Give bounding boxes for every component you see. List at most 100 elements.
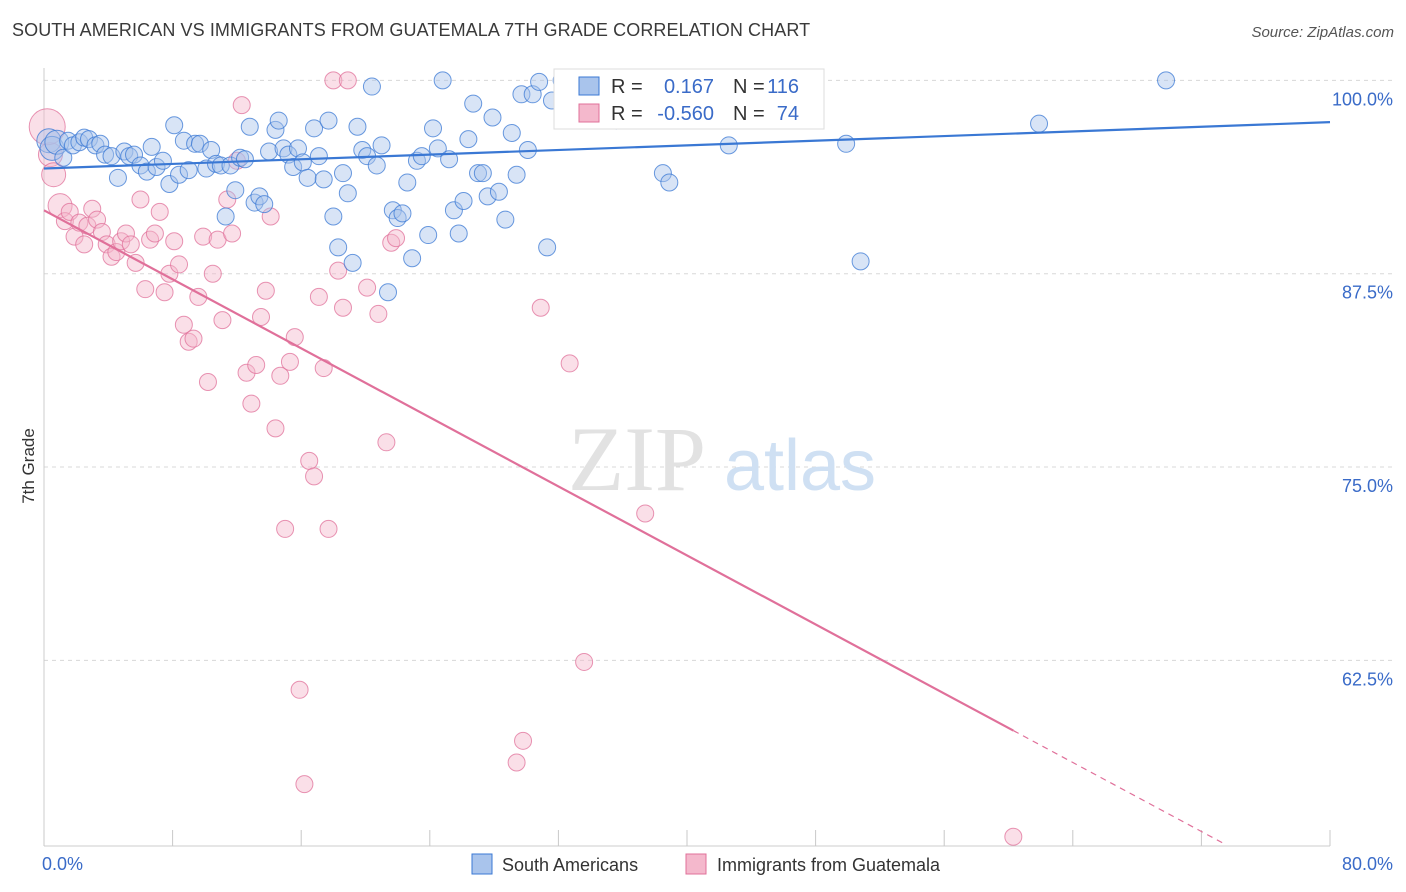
stats-pink-r-label: R = [611, 103, 643, 125]
south-americans-point [54, 148, 73, 167]
guatemala-point [145, 224, 164, 243]
south-americans-point [179, 161, 198, 180]
guatemala-point [184, 329, 203, 348]
guatemala-point [198, 372, 217, 391]
guatemala-point [271, 366, 290, 385]
south-americans-point [269, 111, 288, 130]
guatemala-point [213, 311, 232, 330]
guatemala-point [247, 355, 266, 374]
guatemala-point [329, 261, 348, 280]
south-americans-point [235, 150, 254, 169]
south-americans-point [288, 139, 307, 158]
south-americans-point [255, 195, 274, 214]
guatemala-point [141, 230, 160, 249]
y-tick-label: 87.5% [1342, 283, 1393, 303]
south-americans-point [489, 182, 508, 201]
guatemala-point [203, 264, 222, 283]
stats-blue-r-label: R = [611, 76, 643, 98]
guatemala-point [575, 652, 594, 671]
south-americans-point [142, 137, 161, 156]
south-americans-point [108, 168, 127, 187]
south-americans-point [245, 193, 264, 212]
south-americans-point [851, 252, 870, 271]
guatemala-point [232, 96, 251, 115]
guatemala-point [65, 227, 84, 246]
south-americans-point [44, 129, 70, 155]
x-tick-label: 80.0% [1342, 854, 1393, 874]
south-americans-point [473, 164, 492, 183]
stats-pink-n-label: N = [733, 103, 765, 125]
south-americans-point [298, 168, 317, 187]
guatemala-point [507, 753, 526, 772]
guatemala-point [377, 433, 396, 452]
guatemala-point [237, 363, 256, 382]
south-americans-point [367, 156, 386, 175]
south-americans-point [393, 204, 412, 223]
guatemala-point [387, 229, 406, 248]
south-americans-point [216, 207, 235, 226]
south-americans-point [1157, 71, 1176, 90]
south-americans-point [419, 226, 438, 245]
south-americans-point [333, 164, 352, 183]
guatemala-point [174, 315, 193, 334]
south-americans-point [160, 175, 179, 194]
south-americans-point [309, 147, 328, 166]
legend-guatemala-label: Immigrants from Guatemala [717, 855, 941, 875]
south-americans-point [454, 192, 473, 211]
stats-pink-r-value: -0.560 [657, 103, 714, 125]
guatemala-point [295, 775, 314, 794]
guatemala-point [136, 280, 155, 299]
south-americans-point [274, 139, 293, 158]
south-americans-point [266, 120, 285, 139]
guatemala-point [83, 199, 102, 218]
guatemala-point [121, 235, 140, 254]
south-americans-point [837, 134, 856, 153]
south-americans-point [314, 170, 333, 189]
stats-pink-swatch [578, 103, 600, 123]
chart-source: Source: ZipAtlas.com [1251, 24, 1394, 41]
guatemala-point [324, 71, 343, 90]
south-americans-point [496, 210, 515, 229]
guatemala-point [47, 193, 73, 219]
south-americans-point [424, 119, 443, 138]
guatemala-point [223, 224, 242, 243]
south-americans-point [507, 165, 526, 184]
south-americans-point [348, 117, 367, 136]
south-americans-point [459, 130, 478, 149]
series-south-americans-points [36, 71, 1176, 302]
south-americans-point [293, 153, 312, 172]
south-americans-point [324, 207, 343, 226]
guatemala-point [1004, 827, 1023, 846]
guatemala-point [636, 504, 655, 523]
trend-lines [43, 121, 1331, 845]
y-tick-label: 62.5% [1342, 669, 1393, 689]
y-tick-labels: 100.0% 87.5% 75.0% 62.5% [1332, 89, 1393, 689]
south-americans-point [433, 71, 452, 90]
guatemala-point [300, 451, 319, 470]
south-americans-point [226, 181, 245, 200]
south-americans-point [165, 116, 184, 135]
south-americans-point [153, 151, 172, 170]
guatemala-point [252, 308, 271, 327]
guatemala-point [242, 394, 261, 413]
y-tick-label: 75.0% [1342, 476, 1393, 496]
guatemala-point [155, 283, 174, 302]
south-americans-point [91, 134, 110, 153]
guatemala-point [266, 419, 285, 438]
guatemala-point [285, 328, 304, 347]
south-americans-point [530, 72, 549, 91]
south-americans-point [372, 136, 391, 155]
legend-guatemala-swatch [685, 853, 707, 875]
y-axis-title: 7th Grade [19, 428, 38, 504]
trend-line-guatemala [43, 209, 1014, 732]
south-americans-point [137, 162, 156, 181]
south-americans-point [403, 249, 422, 268]
south-americans-point [197, 159, 216, 178]
guatemala-point [290, 680, 309, 699]
stats-blue-swatch [578, 76, 600, 96]
guatemala-point [560, 354, 579, 373]
guatemala-point [305, 467, 324, 486]
guatemala-point [314, 359, 333, 378]
south-americans-point [362, 77, 381, 96]
stats-legend: R = 0.167 N = 116 R = -0.560 N = 74 [553, 68, 825, 130]
